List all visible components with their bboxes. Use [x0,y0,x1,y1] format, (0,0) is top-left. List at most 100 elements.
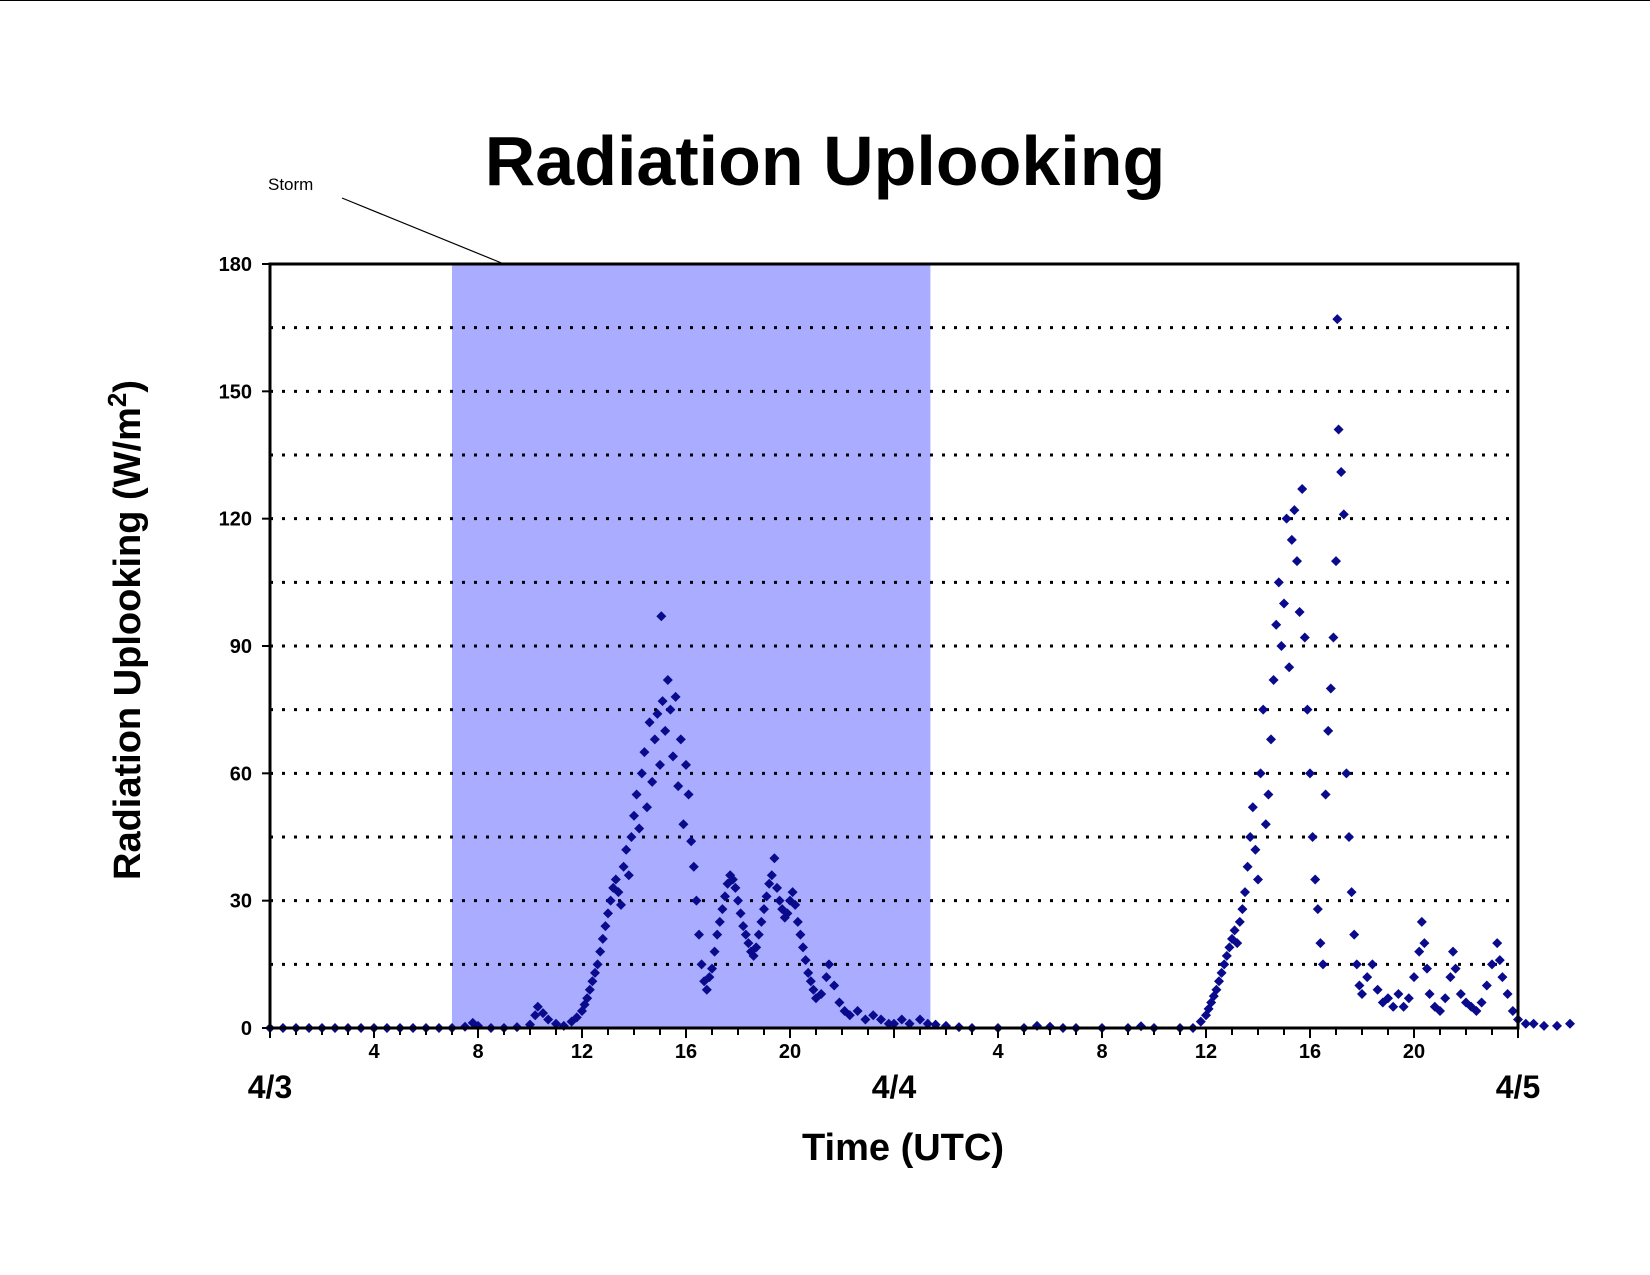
data-point [597,933,608,944]
data-point [644,717,655,728]
data-point [1351,959,1362,970]
data-point [1520,1018,1531,1029]
data-point [733,895,743,906]
data-point [735,908,746,919]
data-point [1294,607,1305,618]
data-point [915,1014,925,1025]
x-tick-label: 12 [1195,1041,1217,1063]
data-point [1328,632,1339,643]
data-point [1273,577,1284,588]
data-point [1232,938,1243,949]
data-point [1216,967,1227,978]
data-point [1416,916,1427,927]
x-tick-label: 20 [779,1041,801,1063]
data-point [1302,704,1313,715]
data-point [1383,993,1393,1004]
data-point [1450,963,1461,974]
y-tick-label: 180 [219,254,252,276]
x-day-label: 4/3 [248,1069,292,1105]
data-point [1367,959,1378,970]
data-point [694,929,704,940]
data-point [1214,976,1224,987]
data-point [766,870,777,881]
data-point [1398,1001,1409,1012]
data-point [1279,598,1289,609]
data-point [709,946,720,957]
data-point [1237,904,1248,915]
data-point [829,980,840,991]
storm-annotation: Storm [268,175,313,194]
data-point [751,942,762,953]
data-point [1221,950,1232,961]
data-point [1211,984,1222,995]
data-point [631,789,642,800]
data-point [1271,619,1282,630]
data-point [1357,989,1367,1000]
y-tick-label: 60 [230,763,252,785]
x-tick-label: 4 [992,1041,1004,1063]
data-point [1289,505,1300,516]
data-point [1307,832,1318,842]
data-point [678,819,689,830]
data-point [532,1001,543,1012]
data-point [652,708,663,719]
data-point [1136,1021,1146,1032]
data-point [683,789,694,800]
data-point [1422,963,1432,974]
data-point [1502,989,1513,1000]
x-tick-label: 16 [1299,1041,1321,1063]
data-point [1325,683,1336,694]
data-point [1372,984,1383,995]
data-point [571,1012,582,1023]
data-point [1318,959,1328,970]
data-point [759,904,769,915]
data-point [1341,768,1352,779]
data-point [753,929,764,940]
data-point [1349,929,1360,940]
chart-title: Radiation Uplooking [485,122,1166,200]
data-point [543,1014,554,1025]
data-point [1331,556,1341,567]
data-point [1354,980,1365,991]
data-point [691,895,702,906]
data-point [1253,874,1263,885]
data-point [844,1010,855,1021]
data-point [623,870,634,881]
data-point [1234,916,1245,927]
x-axis-title: Time (UTC) [802,1127,1004,1169]
data-point [688,861,699,872]
data-point [590,967,600,978]
x-tick-label: 16 [675,1041,697,1063]
data-point [582,993,593,1004]
data-point [1362,972,1373,983]
grid-lines [270,326,1518,966]
data-point [530,1010,541,1021]
data-point [740,929,751,940]
data-point [1260,819,1271,830]
data-point [805,976,816,987]
data-point [821,972,832,983]
data-point [1224,942,1235,953]
data-point [1440,993,1451,1004]
data-point [626,832,637,842]
data-point [808,984,819,995]
storm-annotation-line [341,197,505,265]
data-point [714,916,725,927]
data-point [720,891,730,902]
data-point [665,704,676,715]
y-axis-title: Radiation Uplooking (W/m2) [102,380,149,880]
data-point [600,921,611,932]
y-axis-title-close: ) [107,380,149,393]
data-point [824,959,834,970]
x-tick-label: 8 [472,1041,483,1063]
y-tick-label: 0 [241,1018,252,1040]
data-point [584,984,595,995]
data-point [1229,925,1240,936]
data-point [868,1010,879,1021]
data-point [1388,1001,1399,1012]
data-point [1552,1020,1562,1031]
data-point [681,759,691,770]
data-point [1435,1006,1445,1017]
data-point [816,989,827,1000]
data-point [551,1018,561,1029]
